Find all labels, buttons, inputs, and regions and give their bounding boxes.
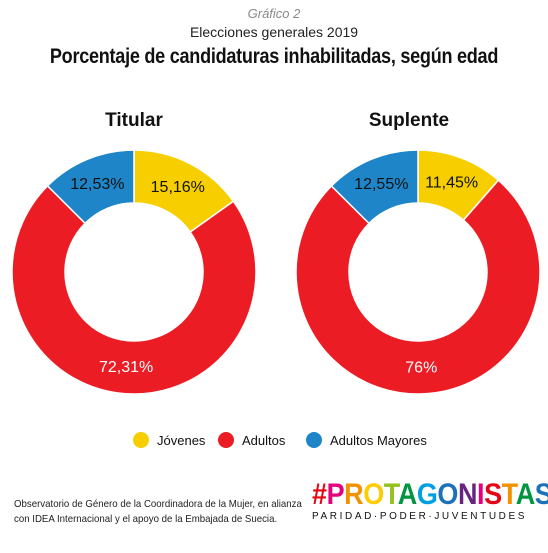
- legend-item-adultos: Adultos: [218, 432, 285, 448]
- chart-subtitle: Elecciones generales 2019: [189, 24, 359, 40]
- donut-slice-adultos-mayores: [46, 149, 135, 225]
- brand-wordmark: #PROTAGONISTAS: [312, 478, 548, 512]
- brand-letter: R: [344, 478, 364, 511]
- legend-label-adultos: Adultos: [242, 432, 286, 448]
- brand-letter: P: [326, 478, 345, 511]
- legend-swatch-adultos: [218, 432, 234, 448]
- source-line-2: con IDEA Internacional y el apoyo de la …: [14, 513, 278, 525]
- source-line-1: Observatorio de Género de la Coordinador…: [14, 498, 302, 510]
- legend-item-adultos-mayores: Adultos Mayores: [306, 432, 427, 448]
- donut-label-adultos: 76%: [405, 359, 437, 376]
- chart-kicker: Gráfico 2: [247, 6, 301, 21]
- brand-letter: G: [416, 478, 438, 511]
- donut-label-adultos-mayores: 12,55%: [354, 176, 408, 193]
- legend-item-jovenes: Jóvenes: [133, 432, 205, 448]
- brand-tagline: PARIDAD·PODER·JUVENTUDES: [312, 511, 528, 522]
- brand-letter: O: [437, 478, 458, 511]
- donut-titular: 15,16% 72,31% 12,53%: [11, 149, 257, 395]
- donut-suplente: 11,45% 76% 12,55%: [295, 149, 541, 395]
- brand-letter: S: [484, 478, 502, 511]
- protagonistas-logo: #PROTAGONISTAS PARIDAD·PODER·JUVENTUDES: [312, 478, 548, 522]
- legend-swatch-adultos-mayores: [306, 432, 322, 448]
- brand-letter: A: [515, 478, 536, 511]
- legend-label-adultos-mayores: Adultos Mayores: [330, 432, 427, 448]
- donut-slice-adultos: [295, 179, 541, 395]
- donut-label-adultos-mayores: 12,53%: [70, 176, 124, 193]
- brand-letter: I: [477, 478, 485, 511]
- donut-title-suplente: Suplente: [369, 110, 449, 131]
- donut-label-adultos: 72,31%: [99, 359, 153, 376]
- chart-title: Porcentaje de candidaturas inhabilitadas…: [49, 45, 499, 68]
- donut-title-titular: Titular: [105, 110, 163, 131]
- brand-letter: S: [535, 478, 548, 511]
- donut-slice-adultos: [11, 184, 257, 395]
- donut-label-jovenes: 15,16%: [151, 179, 205, 196]
- legend-swatch-jovenes: [133, 432, 149, 448]
- legend-label-jovenes: Jóvenes: [157, 432, 206, 448]
- chart-legend: Jóvenes Adultos Adultos Mayores: [0, 432, 548, 452]
- brand-letter: N: [457, 478, 478, 511]
- donut-label-jovenes: 11,45%: [425, 175, 478, 192]
- brand-letter: O: [363, 478, 384, 511]
- brand-letter: T: [501, 478, 516, 511]
- donut-slice-adultos-mayores: [330, 149, 419, 225]
- brand-letter: T: [383, 478, 398, 511]
- brand-letter: A: [397, 478, 418, 511]
- brand-hash: #: [312, 478, 327, 511]
- source-note: Observatorio de Género de la Coordinador…: [14, 497, 314, 527]
